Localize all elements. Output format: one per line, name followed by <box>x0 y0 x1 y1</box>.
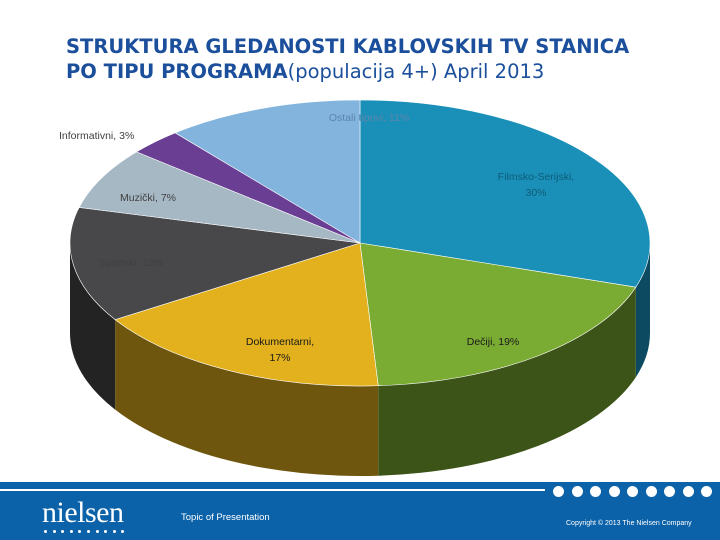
pie-slice-dokumentarni <box>114 242 379 387</box>
footer-dot <box>553 486 564 497</box>
data-label-muzi-ki: Muzički, 7% <box>120 192 176 204</box>
pie-sides <box>70 243 650 476</box>
pie-slice-ostali-tipovi <box>174 99 361 244</box>
data-label-dokumentarni: Dokumentarni, 17% <box>246 336 314 364</box>
pie-slices <box>69 99 651 387</box>
data-label-ostali-tipovi: Ostali tipovi, 11% <box>329 112 409 124</box>
footer-dot <box>664 486 675 497</box>
page-title: STRUKTURA GLEDANOSTI KABLOVSKIH TV STANI… <box>66 34 706 84</box>
nielsen-logo: nielsen <box>42 496 124 529</box>
footer-dot <box>701 486 712 497</box>
logo-dot <box>121 530 125 533</box>
logo-dot <box>87 530 90 533</box>
pie-side-de-iji <box>378 287 636 476</box>
topic-text: Topic of Presentation <box>181 512 270 523</box>
pie-slice-de-iji <box>359 242 637 387</box>
pie-labels: Filmsko-Serijski, 30% Dečiji, 19% Dokumenta… <box>59 112 574 364</box>
footer-dot <box>571 486 583 497</box>
logo-dot <box>52 530 56 533</box>
footer-dots <box>553 484 720 500</box>
footer-dot <box>590 486 601 497</box>
logo-dot <box>69 530 73 533</box>
data-label-de-iji: Dečiji, 19% <box>467 336 520 348</box>
logo-dot <box>78 530 82 533</box>
title-line-2-bold: PO TIPU PROGRAMA <box>66 60 288 83</box>
logo-dot <box>95 530 99 533</box>
footer-dot <box>682 486 694 497</box>
title-line-2-light: (populacija 4+) April 2013 <box>287 60 545 83</box>
footer-dot <box>645 486 657 497</box>
pie-side-dokumentarni <box>115 319 379 476</box>
footer-dot <box>627 486 638 497</box>
data-label-informativni: Informativni, 3% <box>59 130 134 142</box>
pie-slice-sportski <box>69 207 361 320</box>
logo-dot <box>112 530 116 533</box>
pie-slice-muzi-ki <box>78 151 361 244</box>
title-line-1: STRUKTURA GLEDANOSTI KABLOVSKIH TV STANI… <box>66 35 630 58</box>
logo-dots <box>44 530 134 534</box>
pie-side-filmsko-serijski <box>635 243 650 378</box>
logo-dot <box>104 530 108 533</box>
data-label-filmsko-serijski: Filmsko-Serijski, 30% <box>498 171 574 199</box>
footer-divider <box>0 489 545 491</box>
pie-chart: Filmsko-Serijski, 30% Dečiji, 19% Dokumenta… <box>59 99 651 476</box>
footer-dot <box>608 486 620 497</box>
pie-side-sportski <box>70 243 116 410</box>
data-label-sportski: Sportski, 13% <box>99 257 164 269</box>
pie-slice-filmsko-serijski <box>359 99 651 288</box>
copyright-text: Copyright © 2013 The Nielsen Company <box>566 520 692 527</box>
logo-dot <box>44 530 47 533</box>
logo-dot <box>61 530 65 533</box>
